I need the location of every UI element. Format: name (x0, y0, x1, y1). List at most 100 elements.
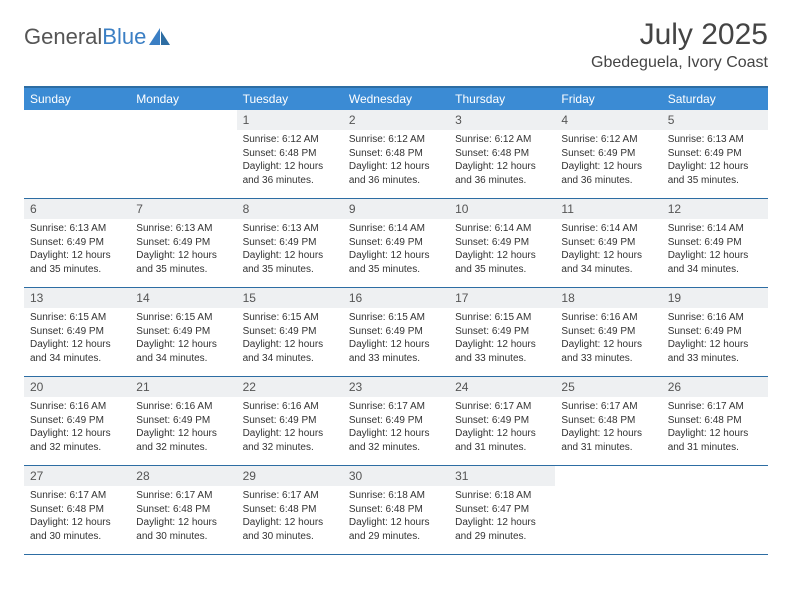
daylight-line: Daylight: 12 hours and 35 minutes. (243, 249, 337, 276)
day-cell: 7Sunrise: 6:13 AMSunset: 6:49 PMDaylight… (130, 199, 236, 287)
day-cell: 26Sunrise: 6:17 AMSunset: 6:48 PMDayligh… (662, 377, 768, 465)
daylight-line: Daylight: 12 hours and 30 minutes. (30, 516, 124, 543)
daylight-line: Daylight: 12 hours and 31 minutes. (455, 427, 549, 454)
sunrise-line: Sunrise: 6:17 AM (668, 400, 762, 414)
sunset-line: Sunset: 6:48 PM (136, 503, 230, 517)
sunset-line: Sunset: 6:49 PM (243, 325, 337, 339)
logo: GeneralBlue (24, 18, 171, 50)
week-row: 6Sunrise: 6:13 AMSunset: 6:49 PMDaylight… (24, 199, 768, 288)
sunrise-line: Sunrise: 6:13 AM (668, 133, 762, 147)
sunset-line: Sunset: 6:49 PM (30, 325, 124, 339)
day-number: 20 (24, 377, 130, 397)
sunset-line: Sunset: 6:49 PM (668, 147, 762, 161)
day-cell: 22Sunrise: 6:16 AMSunset: 6:49 PMDayligh… (237, 377, 343, 465)
day-body: Sunrise: 6:13 AMSunset: 6:49 PMDaylight:… (662, 130, 768, 193)
sunset-line: Sunset: 6:47 PM (455, 503, 549, 517)
sunrise-line: Sunrise: 6:15 AM (30, 311, 124, 325)
sunrise-line: Sunrise: 6:16 AM (561, 311, 655, 325)
day-body: Sunrise: 6:14 AMSunset: 6:49 PMDaylight:… (662, 219, 768, 282)
day-cell: 21Sunrise: 6:16 AMSunset: 6:49 PMDayligh… (130, 377, 236, 465)
sunrise-line: Sunrise: 6:13 AM (243, 222, 337, 236)
daylight-line: Daylight: 12 hours and 36 minutes. (243, 160, 337, 187)
logo-text-general: General (24, 24, 102, 50)
day-body: Sunrise: 6:16 AMSunset: 6:49 PMDaylight:… (130, 397, 236, 460)
calendar: SundayMondayTuesdayWednesdayThursdayFrid… (24, 86, 768, 555)
daylight-line: Daylight: 12 hours and 35 minutes. (30, 249, 124, 276)
week-row: 20Sunrise: 6:16 AMSunset: 6:49 PMDayligh… (24, 377, 768, 466)
day-body: Sunrise: 6:16 AMSunset: 6:49 PMDaylight:… (555, 308, 661, 371)
sunset-line: Sunset: 6:49 PM (349, 414, 443, 428)
daylight-line: Daylight: 12 hours and 34 minutes. (243, 338, 337, 365)
day-cell: 16Sunrise: 6:15 AMSunset: 6:49 PMDayligh… (343, 288, 449, 376)
sunrise-line: Sunrise: 6:14 AM (349, 222, 443, 236)
daylight-line: Daylight: 12 hours and 36 minutes. (561, 160, 655, 187)
day-number: 11 (555, 199, 661, 219)
weekday-header: Tuesday (237, 88, 343, 110)
day-number: 1 (237, 110, 343, 130)
daylight-line: Daylight: 12 hours and 36 minutes. (455, 160, 549, 187)
day-number: 24 (449, 377, 555, 397)
daylight-line: Daylight: 12 hours and 29 minutes. (455, 516, 549, 543)
sunrise-line: Sunrise: 6:12 AM (243, 133, 337, 147)
day-cell: 17Sunrise: 6:15 AMSunset: 6:49 PMDayligh… (449, 288, 555, 376)
sunrise-line: Sunrise: 6:15 AM (455, 311, 549, 325)
day-cell-empty (662, 466, 768, 554)
daylight-line: Daylight: 12 hours and 30 minutes. (243, 516, 337, 543)
header: GeneralBlue July 2025 Gbedeguela, Ivory … (24, 18, 768, 72)
sunrise-line: Sunrise: 6:12 AM (561, 133, 655, 147)
sunrise-line: Sunrise: 6:16 AM (30, 400, 124, 414)
day-body: Sunrise: 6:14 AMSunset: 6:49 PMDaylight:… (343, 219, 449, 282)
logo-text-blue: Blue (102, 24, 146, 50)
day-number: 13 (24, 288, 130, 308)
daylight-line: Daylight: 12 hours and 36 minutes. (349, 160, 443, 187)
day-body: Sunrise: 6:15 AMSunset: 6:49 PMDaylight:… (24, 308, 130, 371)
weekday-header: Thursday (449, 88, 555, 110)
day-cell: 10Sunrise: 6:14 AMSunset: 6:49 PMDayligh… (449, 199, 555, 287)
sunset-line: Sunset: 6:49 PM (30, 236, 124, 250)
daylight-line: Daylight: 12 hours and 31 minutes. (668, 427, 762, 454)
daylight-line: Daylight: 12 hours and 34 minutes. (561, 249, 655, 276)
sunset-line: Sunset: 6:48 PM (455, 147, 549, 161)
sunset-line: Sunset: 6:49 PM (561, 325, 655, 339)
title-block: July 2025 Gbedeguela, Ivory Coast (591, 18, 768, 72)
sunrise-line: Sunrise: 6:15 AM (243, 311, 337, 325)
sunrise-line: Sunrise: 6:16 AM (668, 311, 762, 325)
day-body: Sunrise: 6:14 AMSunset: 6:49 PMDaylight:… (449, 219, 555, 282)
sunrise-line: Sunrise: 6:12 AM (455, 133, 549, 147)
week-row: 27Sunrise: 6:17 AMSunset: 6:48 PMDayligh… (24, 466, 768, 555)
day-body: Sunrise: 6:16 AMSunset: 6:49 PMDaylight:… (662, 308, 768, 371)
day-number: 19 (662, 288, 768, 308)
sunset-line: Sunset: 6:49 PM (136, 414, 230, 428)
sunrise-line: Sunrise: 6:14 AM (668, 222, 762, 236)
sunset-line: Sunset: 6:49 PM (30, 414, 124, 428)
sunset-line: Sunset: 6:48 PM (349, 503, 443, 517)
sunset-line: Sunset: 6:48 PM (243, 503, 337, 517)
day-cell: 13Sunrise: 6:15 AMSunset: 6:49 PMDayligh… (24, 288, 130, 376)
day-body: Sunrise: 6:13 AMSunset: 6:49 PMDaylight:… (130, 219, 236, 282)
day-cell-empty (555, 466, 661, 554)
day-number: 3 (449, 110, 555, 130)
week-row: 1Sunrise: 6:12 AMSunset: 6:48 PMDaylight… (24, 110, 768, 199)
day-cell: 6Sunrise: 6:13 AMSunset: 6:49 PMDaylight… (24, 199, 130, 287)
daylight-line: Daylight: 12 hours and 31 minutes. (561, 427, 655, 454)
day-number: 26 (662, 377, 768, 397)
day-body: Sunrise: 6:17 AMSunset: 6:48 PMDaylight:… (130, 486, 236, 549)
day-body: Sunrise: 6:12 AMSunset: 6:48 PMDaylight:… (237, 130, 343, 193)
sunrise-line: Sunrise: 6:17 AM (136, 489, 230, 503)
day-cell: 9Sunrise: 6:14 AMSunset: 6:49 PMDaylight… (343, 199, 449, 287)
day-body: Sunrise: 6:13 AMSunset: 6:49 PMDaylight:… (237, 219, 343, 282)
day-cell-empty (130, 110, 236, 198)
daylight-line: Daylight: 12 hours and 33 minutes. (349, 338, 443, 365)
day-body: Sunrise: 6:12 AMSunset: 6:48 PMDaylight:… (449, 130, 555, 193)
day-cell: 29Sunrise: 6:17 AMSunset: 6:48 PMDayligh… (237, 466, 343, 554)
day-number: 7 (130, 199, 236, 219)
day-cell: 14Sunrise: 6:15 AMSunset: 6:49 PMDayligh… (130, 288, 236, 376)
weekday-header: Sunday (24, 88, 130, 110)
sunrise-line: Sunrise: 6:17 AM (455, 400, 549, 414)
day-number: 22 (237, 377, 343, 397)
week-row: 13Sunrise: 6:15 AMSunset: 6:49 PMDayligh… (24, 288, 768, 377)
day-number: 27 (24, 466, 130, 486)
day-body: Sunrise: 6:17 AMSunset: 6:48 PMDaylight:… (555, 397, 661, 460)
sunset-line: Sunset: 6:49 PM (455, 414, 549, 428)
day-cell: 11Sunrise: 6:14 AMSunset: 6:49 PMDayligh… (555, 199, 661, 287)
